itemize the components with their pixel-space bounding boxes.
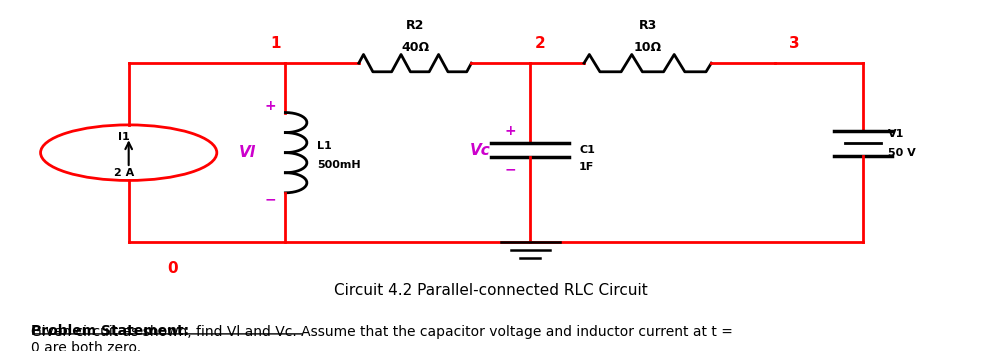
Text: −: − [505, 163, 517, 177]
Text: Circuit 4.2 Parallel-connected RLC Circuit: Circuit 4.2 Parallel-connected RLC Circu… [334, 283, 648, 298]
Text: 1F: 1F [579, 162, 594, 172]
Text: 2: 2 [534, 36, 545, 51]
Text: +: + [505, 124, 517, 138]
Text: V1: V1 [888, 129, 904, 139]
Text: Vc: Vc [470, 143, 491, 158]
Text: L1: L1 [317, 141, 332, 152]
Text: Given circuit as shown, find Vl and Vc. Assume that the capacitor voltage and in: Given circuit as shown, find Vl and Vc. … [30, 325, 733, 351]
Text: 2 A: 2 A [114, 168, 134, 178]
Text: 0: 0 [168, 261, 178, 276]
Text: Vl: Vl [239, 145, 256, 160]
Text: +: + [265, 99, 277, 113]
Text: R2: R2 [406, 19, 424, 32]
Text: 10Ω: 10Ω [633, 41, 662, 54]
Text: 500mH: 500mH [317, 160, 360, 170]
Text: 50 V: 50 V [888, 148, 915, 158]
Text: R3: R3 [638, 19, 657, 32]
Text: I1: I1 [118, 132, 130, 142]
Text: −: − [265, 192, 277, 206]
Text: 40Ω: 40Ω [401, 41, 429, 54]
Text: C1: C1 [579, 145, 595, 155]
Text: 1: 1 [270, 36, 281, 51]
Text: Problem Statement:: Problem Statement: [30, 324, 189, 338]
Text: 3: 3 [790, 36, 800, 51]
